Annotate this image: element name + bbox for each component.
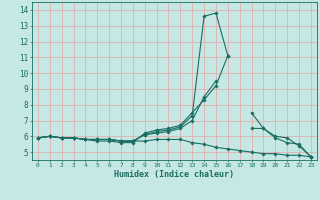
X-axis label: Humidex (Indice chaleur): Humidex (Indice chaleur)	[115, 170, 234, 179]
